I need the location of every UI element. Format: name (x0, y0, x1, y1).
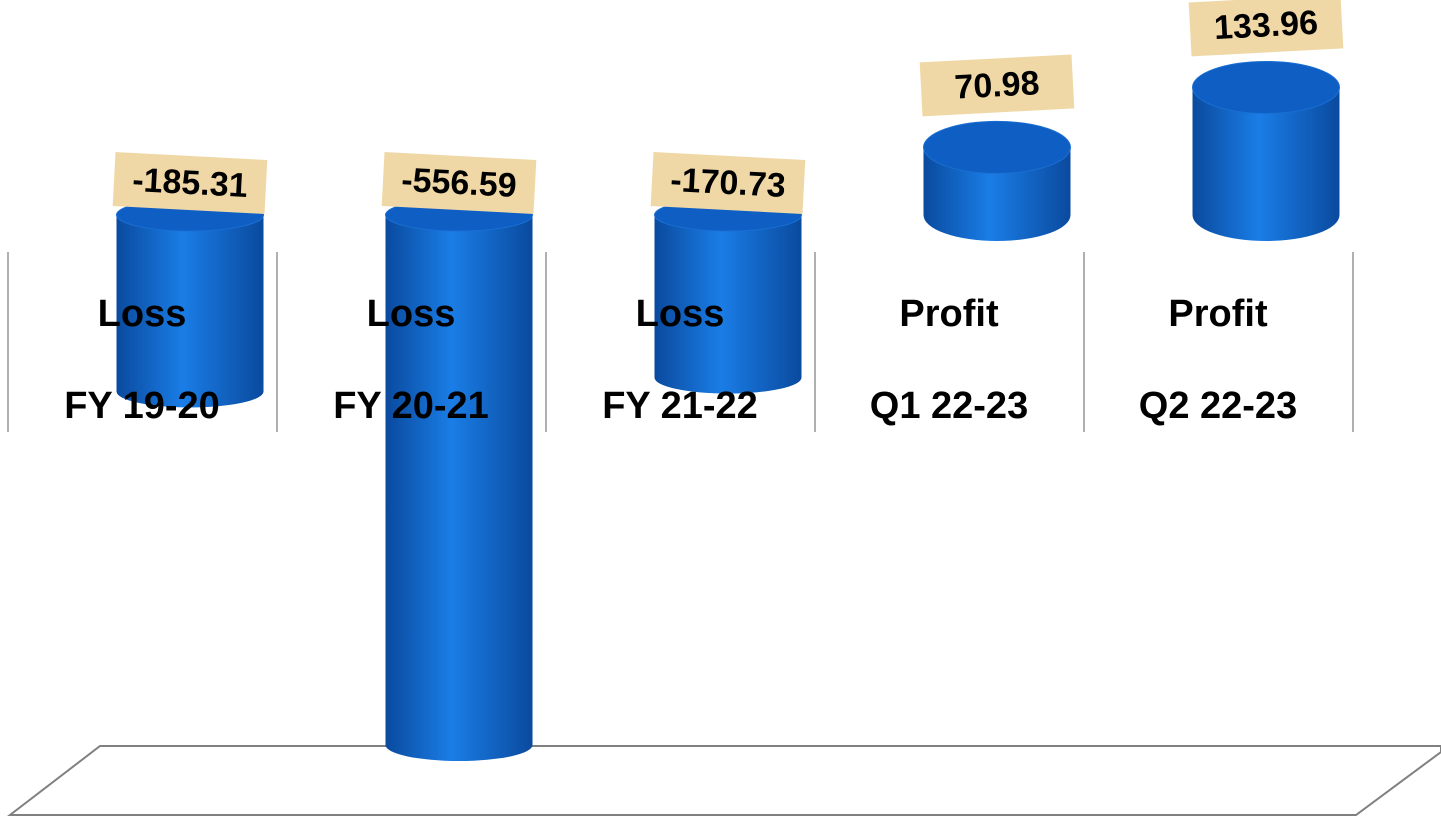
data-label: -556.59 (381, 152, 537, 214)
data-label: -185.31 (112, 152, 268, 214)
cylinder-body (654, 215, 802, 394)
x-tick-label: FY 20-21 (333, 385, 489, 427)
data-label: 133.96 (1188, 0, 1344, 57)
cylinder-body (923, 147, 1071, 241)
cylinder-body (116, 215, 264, 408)
data-label-text: -185.31 (131, 161, 248, 205)
data-label-box (919, 54, 1075, 117)
data-label-box (650, 152, 806, 214)
data-label-box (112, 152, 268, 214)
data-label-text: -556.59 (400, 161, 517, 205)
data-label-text: 70.98 (954, 64, 1041, 106)
x-tick-label: Q2 22-23 (1139, 385, 1297, 427)
x-tick-label: Loss (367, 293, 456, 335)
cylinder-top (1192, 60, 1340, 114)
data-label: -170.73 (650, 152, 806, 214)
x-tick-label: Profit (1168, 293, 1268, 335)
cylinder-top (923, 120, 1071, 174)
x-tick-label: Q1 22-23 (870, 385, 1028, 427)
separators (7, 252, 1354, 432)
data-label-text: 133.96 (1213, 4, 1319, 47)
cylinder-body (1192, 87, 1340, 242)
x-tick-label: Profit (899, 293, 999, 335)
data-label-box (381, 152, 537, 214)
x-tick-label: FY 19-20 (64, 385, 220, 427)
cylinder-body (385, 215, 533, 761)
data-label-box (1188, 0, 1344, 57)
data-label-text: -170.73 (669, 161, 786, 205)
x-tick-label: FY 21-22 (602, 385, 758, 427)
data-label: 70.98 (919, 54, 1075, 117)
x-tick-label: Loss (98, 293, 187, 335)
x-tick-label: Loss (636, 293, 725, 335)
floor (7, 745, 1441, 816)
